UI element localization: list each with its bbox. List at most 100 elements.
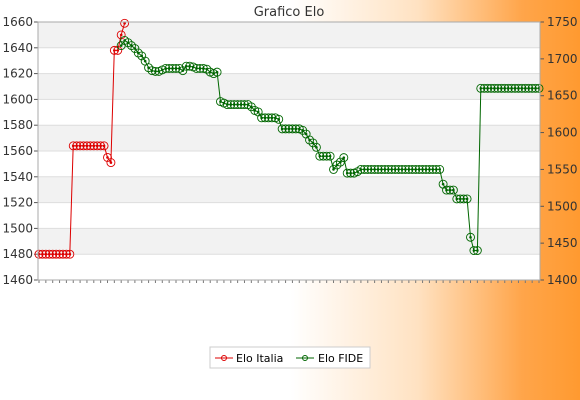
- elo-italia-point: [106, 158, 116, 168]
- elo-fide-point-center: [304, 132, 308, 136]
- elo-fide-point: [133, 48, 143, 58]
- elo-fide-point: [472, 246, 482, 255]
- elo-fide-point-center: [315, 146, 318, 149]
- plot-border: [37, 21, 541, 281]
- y-right-tick-label: 1600: [547, 126, 578, 140]
- elo-fide-point: [311, 142, 321, 152]
- elo-fide-point-center: [126, 41, 130, 44]
- elo-italia-point-center: [119, 33, 123, 37]
- elo-fide-point: [305, 135, 314, 145]
- elo-fide-point-center: [328, 154, 332, 158]
- elo-fide-point-center: [342, 156, 346, 159]
- elo-italia-point-center: [102, 144, 106, 148]
- y-right-tick-label: 1750: [547, 15, 578, 29]
- y-left-tick-label: 1540: [2, 170, 33, 184]
- y-right-tick-label: 1500: [547, 199, 578, 213]
- elo-fide-point-center: [308, 138, 311, 142]
- elo-fide-point-center: [256, 110, 260, 114]
- y-left-tick-label: 1660: [2, 15, 33, 29]
- elo-fide-point-center: [438, 168, 441, 171]
- y-left-tick-label: 1640: [2, 41, 33, 55]
- elo-fide-point-center: [143, 59, 147, 63]
- elo-fide-point-center: [452, 188, 455, 192]
- legend-symbol-elo-italia: [215, 355, 233, 361]
- elo-fide-point: [329, 164, 338, 174]
- elo-fide-point: [466, 232, 475, 242]
- elo-italia-point-center: [116, 49, 120, 52]
- elo-fide-point-center: [469, 235, 472, 239]
- elo-fide-point: [137, 51, 147, 61]
- elo-fide-point: [448, 185, 458, 195]
- elo-fide-point: [178, 66, 188, 76]
- elo-italia-point: [120, 18, 130, 28]
- grid-band: [38, 22, 540, 48]
- elo-fide-point-center: [147, 66, 150, 70]
- y-right-tick-label: 1650: [547, 89, 578, 103]
- y-left-tick-label: 1460: [2, 273, 33, 287]
- y-left-tick-label: 1500: [2, 221, 33, 235]
- elo-italia-point-center: [109, 161, 113, 164]
- y-left-tick-label: 1520: [2, 196, 33, 210]
- elo-fide-point-center: [181, 69, 185, 72]
- legend-box: [209, 346, 371, 369]
- legend-label-elo-italia: Elo Italia: [236, 352, 283, 365]
- elo-italia-point-center: [106, 156, 109, 159]
- elo-fide-point: [274, 114, 284, 124]
- series-elo-italia: [34, 18, 130, 259]
- elo-fide-point-center: [140, 54, 144, 58]
- y-left-tick-label: 1580: [2, 118, 33, 132]
- elo-fide-point-center: [277, 118, 281, 121]
- elo-italia-point: [113, 45, 123, 55]
- legend: Elo Italia Elo FIDE: [209, 346, 371, 369]
- elo-italia-point: [99, 141, 109, 151]
- elo-fide-point: [335, 157, 345, 167]
- elo-fide-point: [339, 153, 349, 163]
- elo-fide-point-center: [137, 51, 140, 55]
- y-axis-right: 1400 1450 1500 1550 1600 1650 1700 1750: [540, 15, 578, 287]
- y-left-tick-label: 1480: [2, 247, 33, 261]
- elo-fide-point-center: [465, 197, 469, 201]
- elo-fide-point-center: [441, 182, 445, 186]
- legend-symbol-elo-fide: [296, 355, 314, 361]
- elo-fide-point-center: [332, 168, 335, 171]
- y-left-tick-label: 1560: [2, 144, 33, 158]
- elo-fide-point-center: [133, 47, 137, 50]
- elo-fide-point: [130, 44, 140, 53]
- grid-band: [38, 73, 540, 100]
- elo-fide-point-center: [476, 249, 479, 252]
- elo-italia-point: [65, 249, 75, 259]
- grid-band: [38, 228, 540, 255]
- elo-fide-point-center: [339, 160, 342, 164]
- y-left-tick-label: 1620: [2, 67, 33, 81]
- legend-marker: [302, 355, 308, 361]
- elo-fide-point: [435, 164, 445, 174]
- legend-marker: [221, 355, 227, 361]
- elo-fide-point-center: [311, 141, 315, 145]
- y-right-tick-label: 1450: [547, 236, 578, 250]
- elo-fide-point: [462, 194, 472, 204]
- elo-italia-point-center: [68, 252, 72, 256]
- elo-fide-point: [212, 67, 222, 77]
- elo-fide-point: [534, 83, 544, 93]
- elo-fide-point: [144, 63, 154, 73]
- elo-fide-point-center: [130, 44, 133, 47]
- elo-italia-point-center: [123, 21, 126, 25]
- y-left-tick-label: 1600: [2, 92, 33, 106]
- elo-fide-point-center: [215, 70, 219, 74]
- y-right-tick-label: 1700: [547, 52, 578, 66]
- elo-fide-point: [127, 41, 136, 51]
- elo-fide-point: [325, 151, 335, 161]
- elo-fide-point: [123, 38, 133, 48]
- elo-fide-point-center: [205, 67, 209, 71]
- elo-fide-point: [202, 64, 212, 74]
- elo-italia-point: [103, 152, 112, 162]
- elo-fide-point: [308, 138, 318, 148]
- y-axis-left: 1460 1480 1500 1520 1540 1560 1580 1600 1620 1640…: [2, 15, 38, 287]
- y-right-tick-label: 1550: [547, 162, 578, 176]
- series-elo-fide: [116, 35, 544, 255]
- elo-fide-point: [332, 160, 342, 170]
- chart-title: Grafico Elo: [254, 5, 325, 20]
- elo-fide-point-center: [119, 44, 123, 47]
